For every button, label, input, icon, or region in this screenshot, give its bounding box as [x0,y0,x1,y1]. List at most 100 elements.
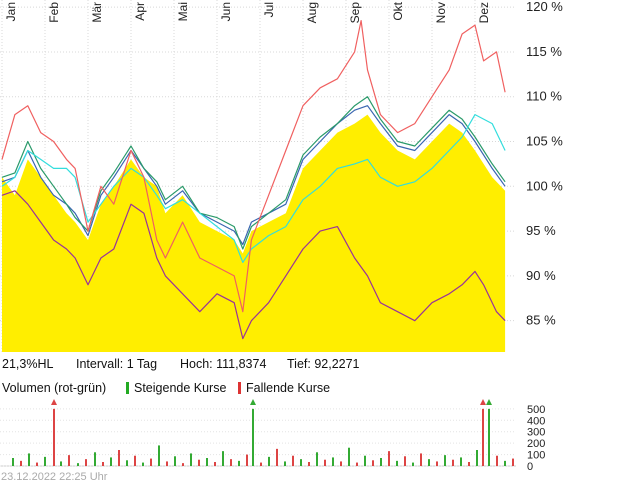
volume-bar-24 [206,458,208,466]
series-layer [1,20,506,352]
timestamp: 23.12.2022 22:25 Uhr [1,471,108,483]
volume-legend-title: Volumen (rot-grün) [2,381,106,395]
volume-bar-16 [142,462,144,466]
series-line-4 [1,20,506,313]
volume-bar-15 [134,455,136,466]
volume-bar-56 [460,457,462,466]
volume-bar-37 [308,462,310,466]
volume-bar-36 [300,459,302,466]
volume-bar-62 [504,460,506,466]
volume-bar-4 [44,456,46,466]
y-tick-label-5: 95 % [526,223,556,238]
info-high: Hoch: 111,8374 [180,357,266,371]
legend-up-swatch [126,382,129,394]
volume-overflow-arrow-30 [250,399,256,405]
volume-bar-49 [404,456,406,466]
volume-tick-label-2: 300 [527,427,545,439]
volume-tick-label-4: 100 [527,450,545,462]
volume-bar-47 [388,451,390,466]
volume-bar-8 [77,463,79,466]
info-interval: Intervall: 1 Tag [76,357,157,371]
month-label-7: Aug [305,2,319,23]
y-tick-label-4: 100 % [526,178,563,193]
volume-bar-43 [356,462,358,466]
volume-bar-14 [126,460,128,466]
info-range: 21,3%HL [2,357,53,371]
month-label-1: Feb [47,2,61,23]
volume-bar-30 [252,408,254,466]
month-label-6: Jul [262,2,276,17]
volume-bar-25 [214,462,216,466]
series-line-3 [1,114,506,263]
volume-bar-0 [12,458,14,466]
volume-bar-33 [276,448,278,466]
volume-bar-26 [222,451,224,466]
month-label-11: Dez [477,2,491,23]
volume-bar-17 [150,458,152,466]
volume-bar-28 [238,460,240,466]
volume-tick-label-0: 500 [527,404,545,416]
series-line-5 [1,190,506,340]
volume-bar-48 [396,460,398,466]
volume-bar-3 [36,462,38,466]
volume-bar-7 [68,455,70,466]
volume-bar-6 [60,461,62,466]
month-label-3: Apr [133,2,147,21]
month-label-9: Okt [391,1,405,20]
volume-tick-label-1: 400 [527,415,545,427]
month-label-4: Mai [176,2,190,21]
volume-bar-40 [332,457,334,466]
volume-bar-39 [324,459,326,466]
y-axis-ticks: 120 % 115 % 110 % 105 % 100 % 95 % 90 % 85 % [526,0,563,328]
volume-panel [0,399,516,467]
volume-bar-45 [372,460,374,466]
volume-bar-34 [284,461,286,466]
volume-bar-31 [260,462,262,466]
month-labels: Jan Feb Mär Apr Mai Jun Jul Aug Sep Okt Nov Dez [4,1,491,23]
volume-bar-44 [364,455,366,466]
volume-bar-42 [348,447,350,466]
volume-bar-51 [420,453,422,466]
volume-bar-54 [444,455,446,466]
volume-bar-20 [174,456,176,466]
month-label-5: Jun [219,2,233,21]
y-tick-label-1: 115 % [526,44,562,59]
series-line-2 [1,96,506,250]
month-label-10: Nov [434,2,448,23]
volume-bar-57 [468,462,470,466]
volume-bar-46 [380,458,382,466]
volume-bar-22 [190,453,192,466]
month-label-0: Jan [4,2,18,21]
volume-legend-up: Steigende Kurse [134,381,226,395]
volume-bar-61 [496,455,498,466]
volume-bar-63 [512,458,514,466]
volume-bar-59 [482,408,484,466]
volume-bar-5 [53,408,55,466]
volume-bar-11 [102,462,104,466]
volume-bar-9 [85,459,87,466]
y-tick-label-7: 85 % [526,313,556,328]
volume-bar-12 [110,457,112,466]
y-tick-label-6: 90 % [526,268,556,283]
volume-bar-2 [28,453,30,466]
volume-bar-53 [436,461,438,466]
volume-bar-55 [452,459,454,466]
month-label-8: Sep [348,2,362,24]
volume-legend-down: Fallende Kurse [246,381,330,395]
volume-overflow-arrow-60 [486,399,492,405]
volume-bar-52 [428,459,430,466]
volume-bar-41 [340,461,342,466]
y-tick-label-0: 120 % [526,0,563,14]
volume-bar-13 [118,450,120,466]
volume-overflow-arrow-59 [480,399,486,405]
volume-bar-29 [246,454,248,466]
volume-bar-23 [198,459,200,466]
y-tick-label-2: 110 % [526,89,562,104]
volume-overflow-arrow-5 [51,399,57,405]
volume-bar-27 [230,459,232,466]
volume-bar-1 [20,460,22,466]
volume-bar-35 [292,455,294,466]
volume-bar-50 [412,462,414,466]
